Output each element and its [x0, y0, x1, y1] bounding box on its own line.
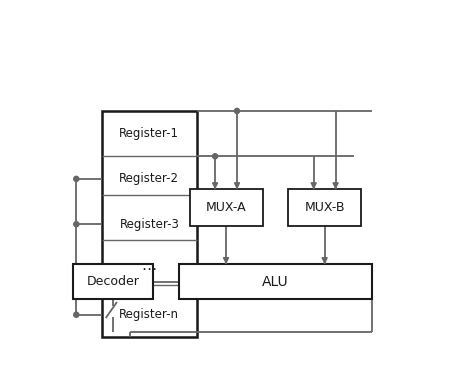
Bar [288, 190, 361, 226]
Circle shape [74, 176, 79, 181]
Text: ALU: ALU [262, 275, 289, 289]
Circle shape [74, 312, 79, 317]
Circle shape [74, 222, 79, 227]
Bar [179, 264, 372, 299]
Text: MUX-A: MUX-A [206, 201, 246, 214]
Text: MUX-B: MUX-B [304, 201, 345, 214]
Text: Register-3: Register-3 [119, 218, 179, 231]
Bar [190, 190, 263, 226]
Text: Register-n: Register-n [119, 308, 179, 321]
Circle shape [235, 109, 239, 113]
Circle shape [212, 154, 218, 159]
Text: Decoder: Decoder [86, 275, 139, 288]
Bar [73, 264, 153, 299]
Text: ⋯: ⋯ [142, 262, 157, 277]
Bar [102, 111, 197, 337]
Text: Register-2: Register-2 [119, 172, 179, 185]
Text: Register-1: Register-1 [119, 127, 179, 140]
